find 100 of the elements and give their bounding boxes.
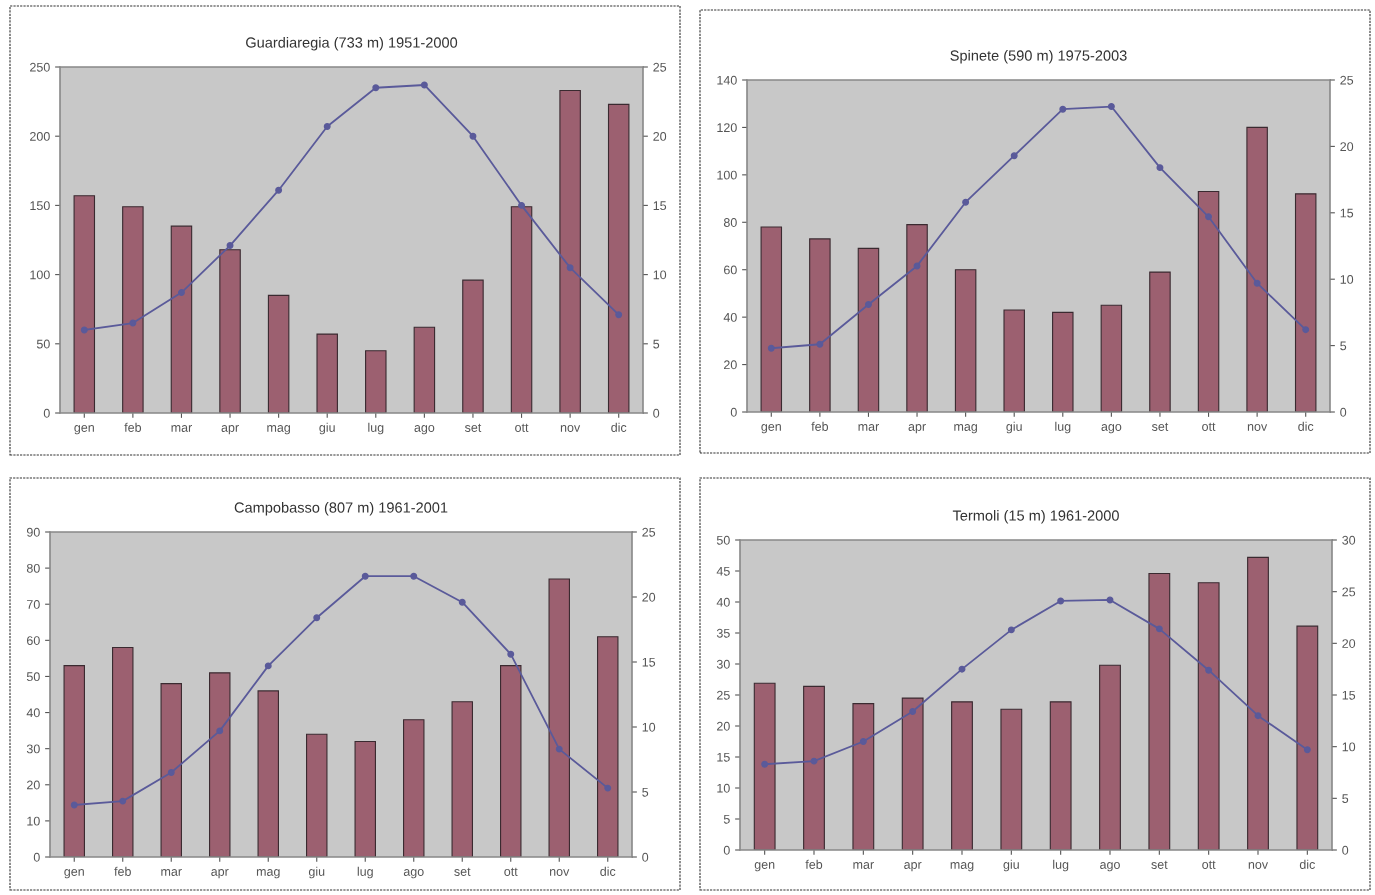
y2-tick-label: 15 (1340, 208, 1354, 218)
bar (1099, 664, 1121, 850)
bar (1100, 304, 1123, 412)
y-tick-label: 25 (717, 690, 730, 700)
y2-tick-label: 20 (642, 592, 656, 602)
x-tick-label: apr (211, 869, 229, 879)
point (909, 708, 917, 716)
y2-tick-label: 15 (653, 201, 667, 211)
y-tick-label: 140 (717, 75, 737, 85)
bar (753, 682, 776, 850)
y2-tick-label: 25 (642, 527, 656, 537)
x-tick-label: mag (950, 862, 974, 872)
y-tick-label: 250 (30, 62, 50, 72)
point (129, 319, 137, 327)
x-tick-label: lug (1053, 859, 1069, 872)
y-tick-label: 0 (723, 845, 730, 855)
point (1059, 105, 1067, 113)
point (458, 598, 466, 606)
y-tick-label: 150 (30, 201, 50, 211)
bar (906, 224, 928, 412)
point (1156, 164, 1164, 172)
x-tick-label: mar (161, 869, 182, 876)
y2-tick-label: 0 (653, 408, 660, 418)
y-tick-label: 0 (43, 408, 50, 418)
y2-tick-label: 10 (642, 722, 656, 732)
y-tick-label: 0 (730, 407, 737, 417)
bar (365, 350, 387, 413)
point (226, 242, 234, 250)
bar (1197, 190, 1220, 412)
point (1303, 746, 1311, 754)
x-tick-label: ago (1101, 424, 1122, 434)
point (864, 300, 872, 308)
point (323, 123, 331, 130)
x-tick-label: ago (403, 869, 424, 879)
x-tick-label: mar (171, 425, 193, 432)
y-tick-label: 100 (717, 170, 737, 180)
y-tick-label: 80 (723, 218, 737, 227)
bar (122, 206, 144, 413)
bar (63, 665, 85, 857)
x-tick-label: ago (414, 425, 435, 435)
y-tick-label: 50 (36, 339, 50, 349)
y-tick-label: 30 (716, 659, 730, 669)
x-tick-label: gen (761, 424, 781, 434)
y-tick-label: 10 (717, 783, 730, 793)
y-tick-label: 15 (717, 752, 730, 762)
bar (403, 719, 425, 857)
bar (803, 685, 825, 850)
bar (1296, 625, 1319, 850)
bar (760, 226, 783, 412)
y2-tick-label: 25 (653, 62, 667, 72)
bar (1197, 582, 1220, 850)
x-tick-label: mar (853, 862, 874, 869)
bar (500, 665, 522, 857)
bar (1049, 701, 1072, 850)
x-tick-label: feb (124, 422, 142, 432)
y-tick-label: 45 (716, 566, 730, 576)
x-tick-label: set (1151, 860, 1168, 869)
y-tick-label: 200 (30, 132, 50, 141)
x-tick-label: set (454, 867, 471, 876)
x-tick-label: nov (1248, 862, 1269, 869)
y-tick-label: 100 (30, 270, 50, 280)
point (913, 262, 921, 270)
point (410, 572, 418, 580)
point (70, 801, 78, 809)
bar (451, 701, 473, 857)
x-tick-label: set (1151, 422, 1169, 431)
x-tick-label: ott (1202, 422, 1216, 431)
point (372, 84, 380, 92)
bar (267, 294, 290, 413)
y2-tick-label: 5 (642, 787, 649, 797)
bar (1294, 193, 1317, 412)
x-tick-label: dic (1299, 859, 1315, 869)
y2-tick-label: 10 (1342, 742, 1356, 752)
y-tick-label: 90 (26, 527, 40, 537)
x-tick-label: nov (560, 425, 581, 432)
bar (1003, 309, 1025, 412)
y-tick-label: 50 (26, 672, 40, 682)
y-tick-label: 40 (723, 312, 737, 322)
x-tick-label: ott (504, 867, 518, 876)
x-tick-label: mag (256, 869, 280, 879)
bar (901, 697, 924, 850)
x-tick-label: lug (357, 866, 373, 879)
x-tick-label: ott (515, 423, 529, 432)
y-tick-label: 10 (27, 816, 40, 826)
y2-tick-label: 25 (1340, 75, 1354, 85)
point (361, 572, 369, 580)
bar (857, 247, 880, 412)
point (1155, 625, 1163, 633)
y2-tick-label: 0 (1340, 407, 1347, 417)
y2-tick-label: 20 (653, 132, 667, 141)
bar (1148, 572, 1171, 850)
bar (510, 206, 533, 413)
y2-tick-label: 20 (1342, 639, 1356, 648)
chart-title: Spinete (590 m) 1975-2003 (950, 49, 1127, 64)
x-tick-label: feb (114, 866, 131, 876)
x-tick-label: giu (319, 422, 335, 435)
y2-tick-label: 10 (653, 270, 667, 280)
bar (1052, 311, 1074, 412)
chart-title: Campobasso (807 m) 1961-2001 (234, 501, 448, 516)
y-tick-label: 70 (27, 600, 40, 609)
